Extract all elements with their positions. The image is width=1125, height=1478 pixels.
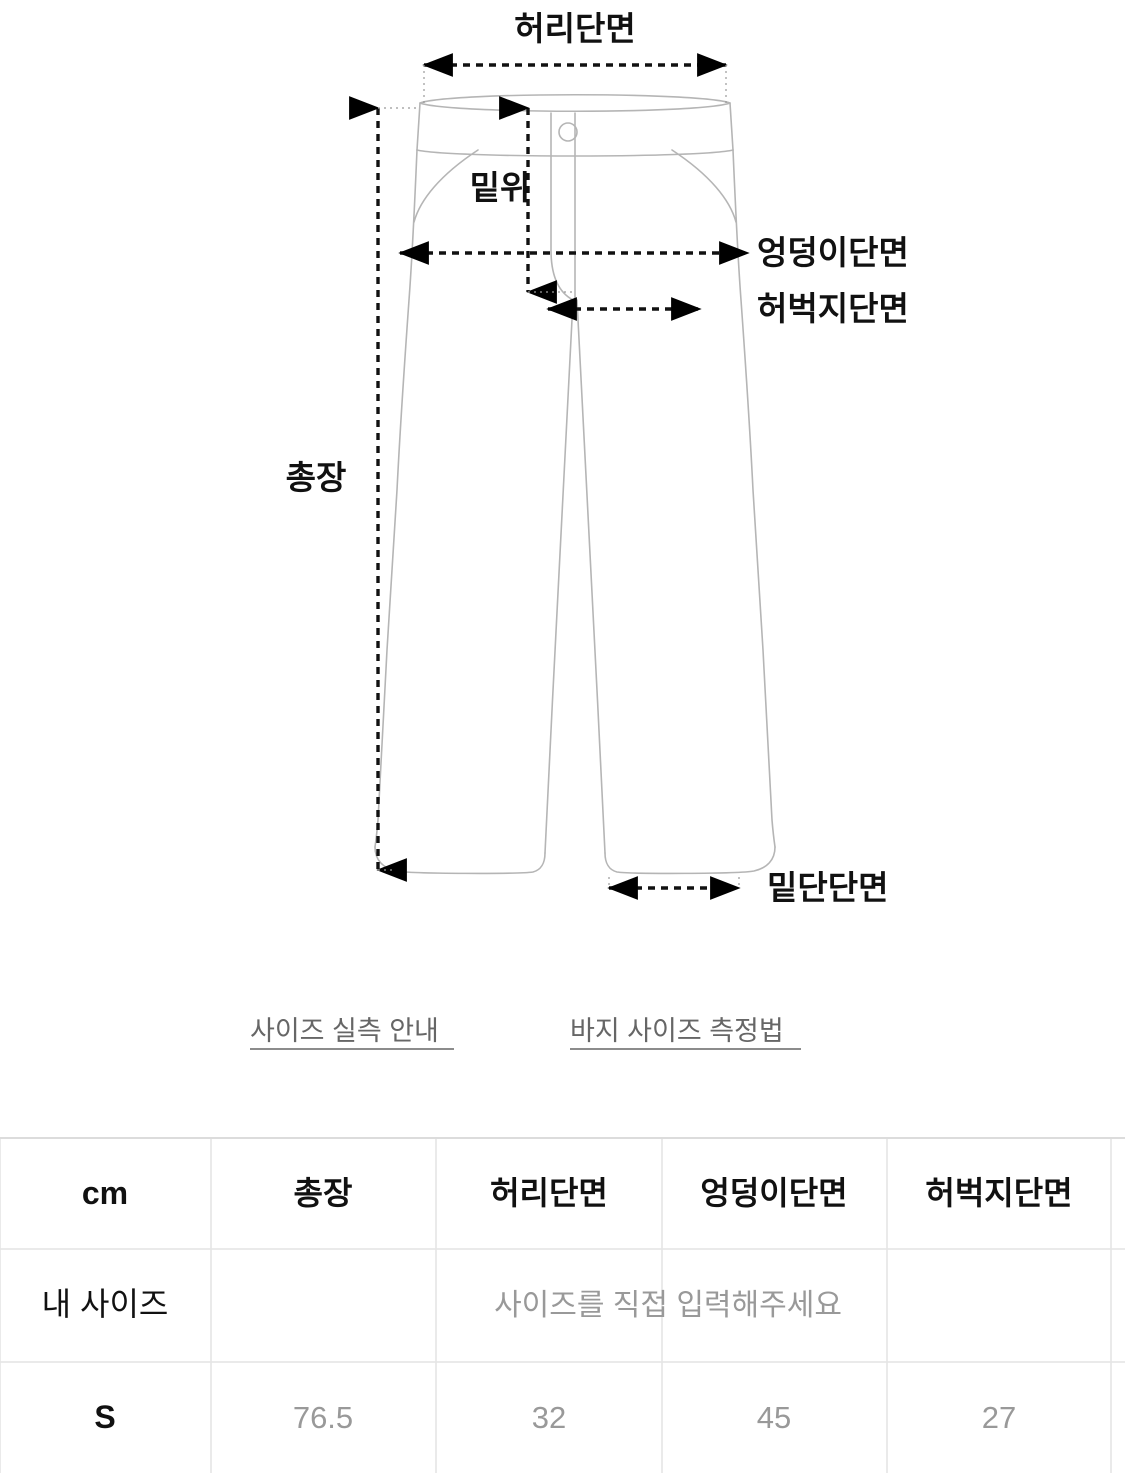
svg-text:S: S <box>94 1399 115 1435</box>
svg-text:허리단면: 허리단면 <box>514 10 635 47</box>
svg-text:27: 27 <box>982 1400 1016 1435</box>
svg-text:총장: 총장 <box>286 459 347 496</box>
svg-text:바지 사이즈 측정법: 바지 사이즈 측정법 <box>570 1016 784 1046</box>
svg-text:76.5: 76.5 <box>293 1400 353 1435</box>
svg-text:엉덩이단면: 엉덩이단면 <box>757 234 909 271</box>
svg-text:허리단면: 허리단면 <box>490 1175 608 1211</box>
svg-text:엉덩이단면: 엉덩이단면 <box>700 1175 847 1211</box>
svg-text:허벅지단면: 허벅지단면 <box>925 1175 1072 1211</box>
svg-text:밑위: 밑위 <box>470 169 531 206</box>
svg-text:사이즈 실측 안내: 사이즈 실측 안내 <box>250 1016 439 1046</box>
svg-text:허벅지단면: 허벅지단면 <box>757 290 909 327</box>
svg-text:사이즈를 직접 입력해주세요: 사이즈를 직접 입력해주세요 <box>494 1289 842 1322</box>
svg-text:내 사이즈: 내 사이즈 <box>42 1286 169 1322</box>
svg-text:총장: 총장 <box>294 1175 353 1211</box>
svg-text:45: 45 <box>757 1400 791 1435</box>
svg-text:32: 32 <box>532 1400 566 1435</box>
svg-text:cm: cm <box>82 1175 128 1211</box>
svg-text:밑단단면: 밑단단면 <box>767 869 888 906</box>
